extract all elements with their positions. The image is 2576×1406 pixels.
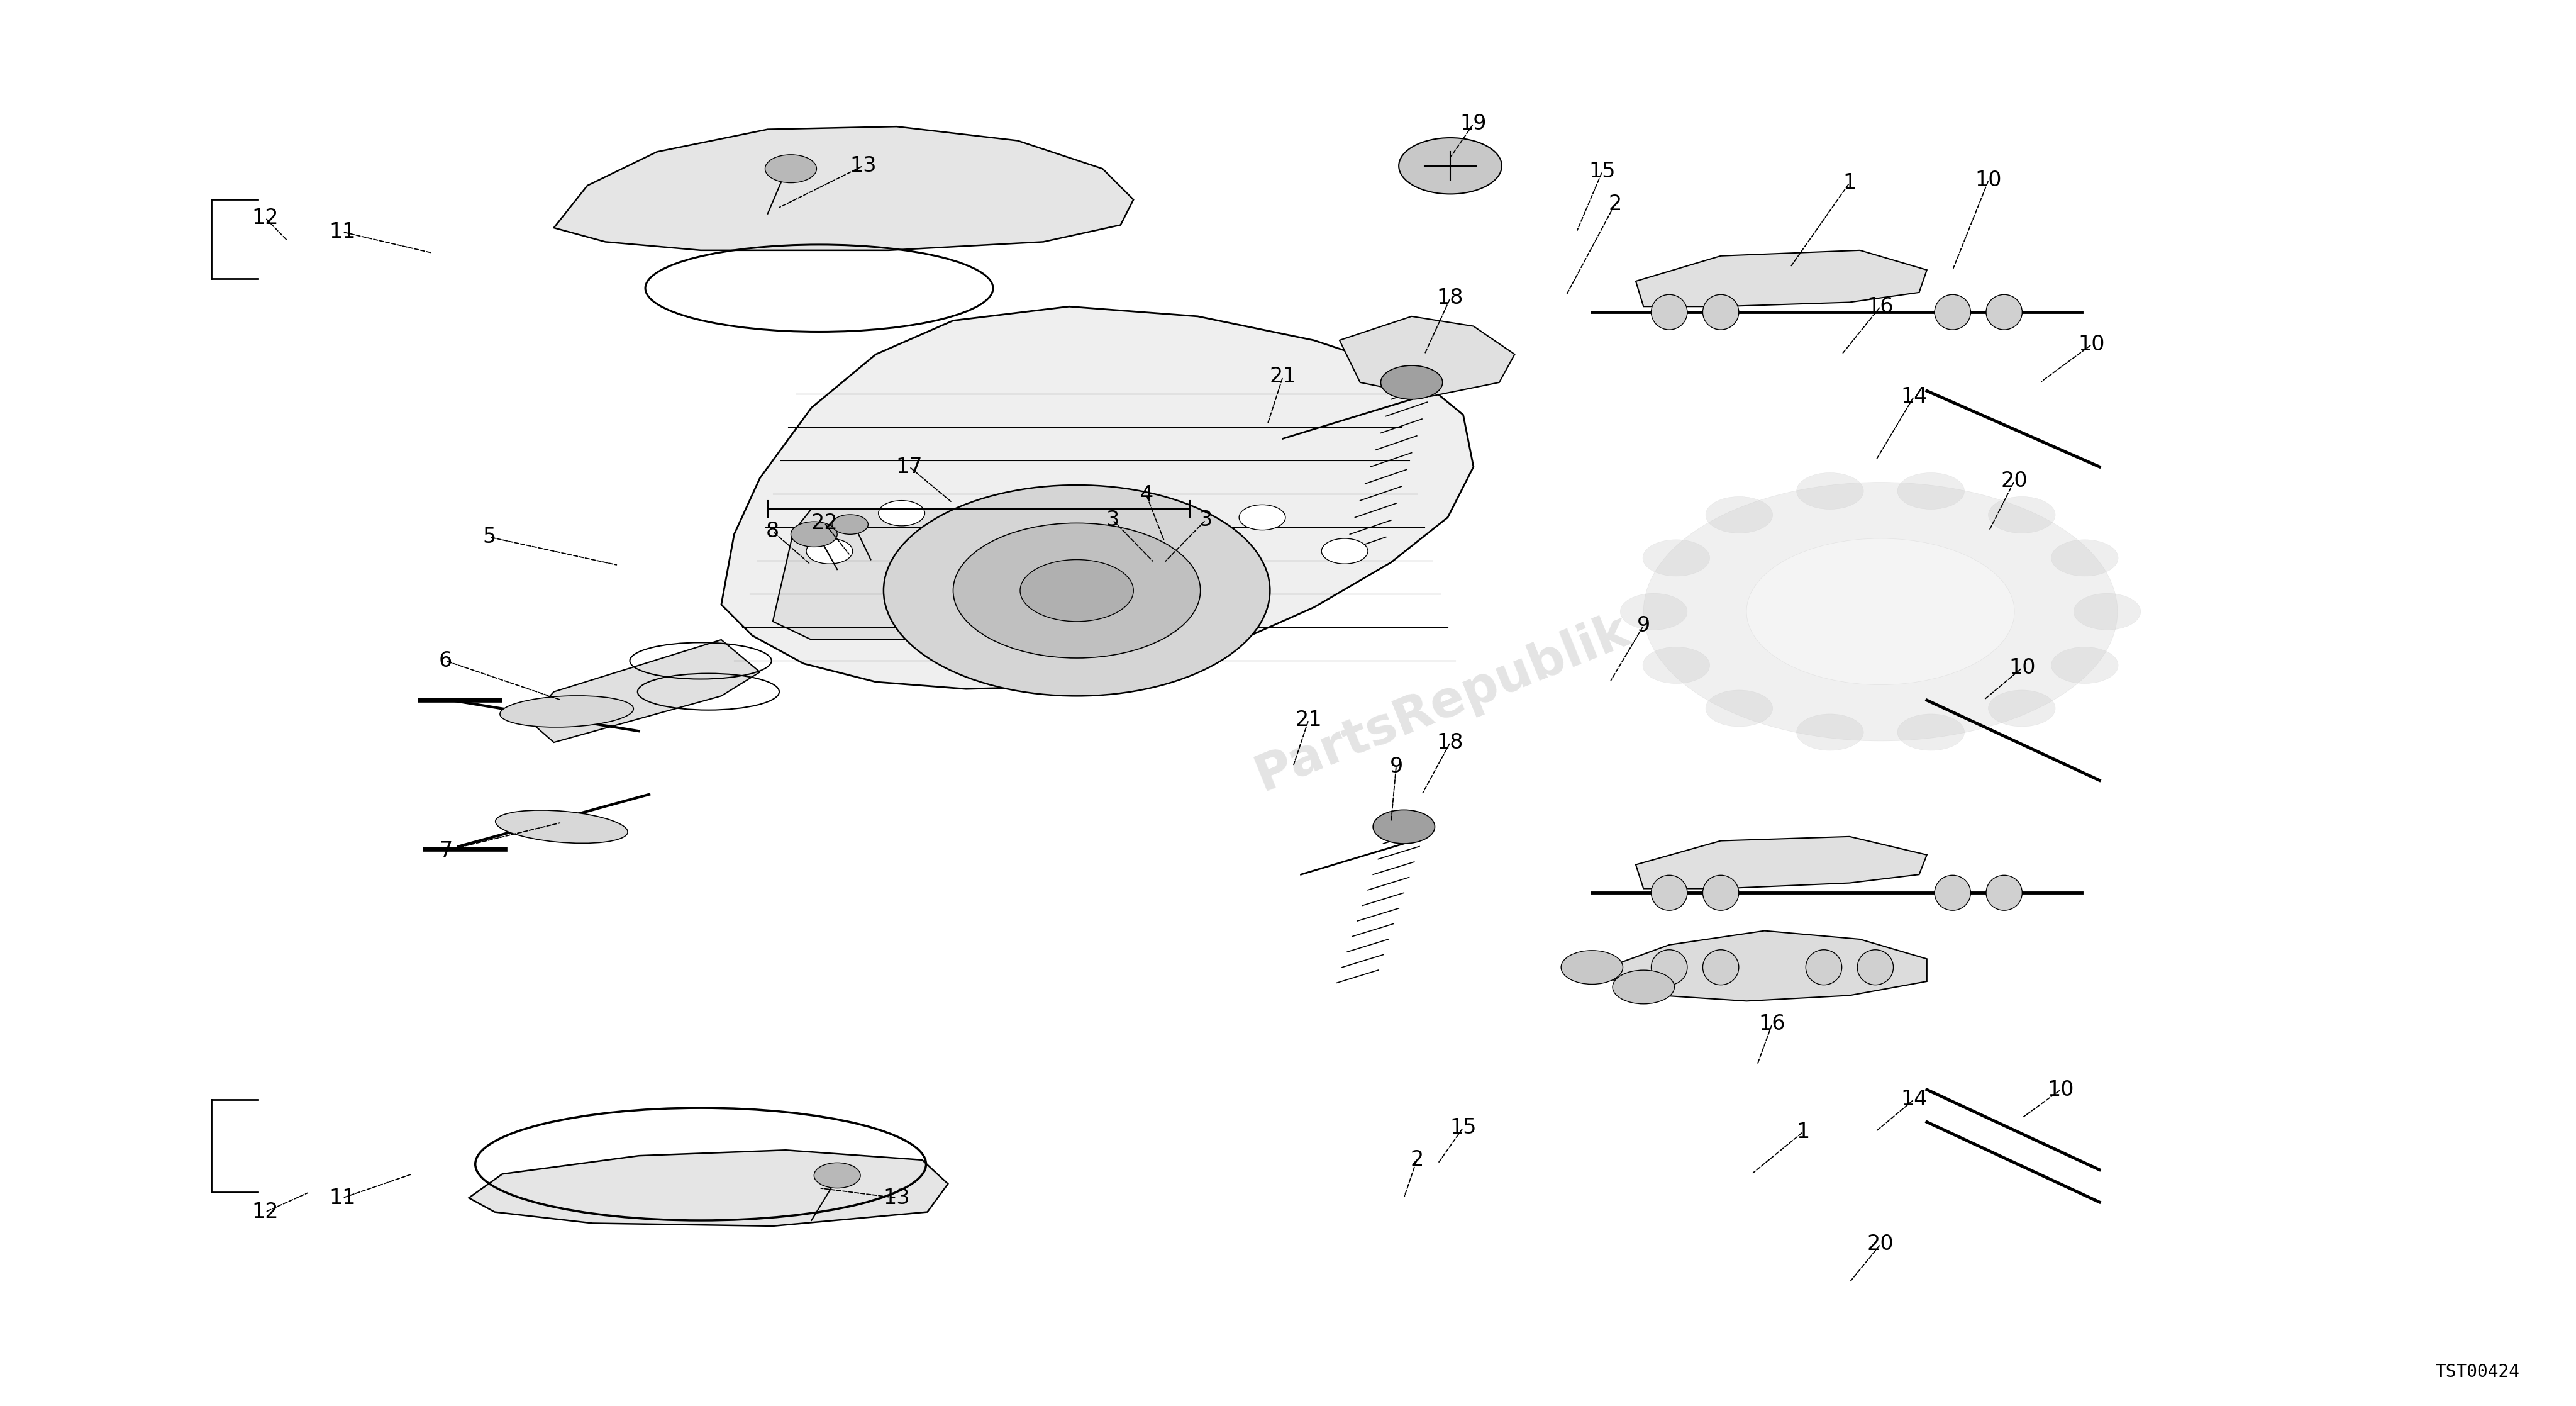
Circle shape: [1705, 496, 1772, 533]
Circle shape: [1643, 540, 1710, 576]
Text: 13: 13: [884, 1188, 909, 1208]
Text: 14: 14: [1901, 387, 1927, 406]
Circle shape: [1381, 366, 1443, 399]
Text: 11: 11: [330, 1188, 355, 1208]
Ellipse shape: [500, 696, 634, 727]
Ellipse shape: [495, 810, 629, 844]
Circle shape: [1239, 505, 1285, 530]
Circle shape: [1613, 970, 1674, 1004]
Text: 1: 1: [1795, 1122, 1811, 1142]
Text: 12: 12: [252, 1202, 278, 1222]
Ellipse shape: [1986, 875, 2022, 911]
Ellipse shape: [1651, 950, 1687, 984]
Text: 14: 14: [1901, 1090, 1927, 1109]
Polygon shape: [1592, 931, 1927, 1001]
Text: 2: 2: [1607, 194, 1623, 214]
Circle shape: [1989, 690, 2056, 727]
Text: 15: 15: [1589, 162, 1615, 181]
Circle shape: [814, 1163, 860, 1188]
Text: 16: 16: [1868, 297, 1893, 316]
Circle shape: [1321, 538, 1368, 564]
Polygon shape: [554, 127, 1133, 250]
Ellipse shape: [1703, 950, 1739, 984]
Polygon shape: [1636, 250, 1927, 307]
Text: 3: 3: [1198, 510, 1213, 530]
Ellipse shape: [1935, 294, 1971, 329]
Ellipse shape: [1857, 950, 1893, 984]
Text: 3: 3: [1105, 510, 1121, 530]
Text: PartsRepublik: PartsRepublik: [1247, 606, 1638, 800]
Circle shape: [2074, 593, 2141, 630]
Circle shape: [1020, 560, 1133, 621]
Circle shape: [1747, 538, 2014, 685]
Text: 21: 21: [1270, 367, 1296, 387]
Polygon shape: [721, 307, 1473, 689]
Polygon shape: [1340, 316, 1515, 396]
Circle shape: [806, 538, 853, 564]
Circle shape: [953, 523, 1200, 658]
Text: 1: 1: [1842, 173, 1857, 193]
Circle shape: [884, 485, 1270, 696]
Text: 10: 10: [2048, 1080, 2074, 1099]
Circle shape: [1795, 714, 1862, 751]
Circle shape: [1899, 472, 1965, 509]
Circle shape: [1373, 810, 1435, 844]
Text: TST00424: TST00424: [2434, 1362, 2519, 1381]
Ellipse shape: [1651, 875, 1687, 911]
Circle shape: [1795, 472, 1862, 509]
Ellipse shape: [1935, 875, 1971, 911]
Ellipse shape: [1806, 950, 1842, 984]
Ellipse shape: [1703, 294, 1739, 329]
Text: 18: 18: [1437, 733, 1463, 752]
Ellipse shape: [1651, 294, 1687, 329]
Text: 19: 19: [1461, 114, 1486, 134]
Circle shape: [1705, 690, 1772, 727]
Circle shape: [878, 501, 925, 526]
Text: 5: 5: [482, 527, 497, 547]
Text: 4: 4: [1139, 485, 1154, 505]
Circle shape: [1643, 647, 1710, 683]
Circle shape: [2050, 540, 2117, 576]
Circle shape: [1561, 950, 1623, 984]
Text: 20: 20: [2002, 471, 2027, 491]
Circle shape: [1989, 496, 2056, 533]
Text: 10: 10: [2079, 335, 2105, 354]
Text: 21: 21: [1296, 710, 1321, 730]
Text: 22: 22: [811, 513, 837, 533]
Polygon shape: [469, 1150, 948, 1226]
Circle shape: [1643, 482, 2117, 741]
Text: 11: 11: [330, 222, 355, 242]
Circle shape: [1399, 138, 1502, 194]
Text: 9: 9: [1388, 756, 1404, 776]
Circle shape: [765, 155, 817, 183]
Text: 2: 2: [1409, 1150, 1425, 1170]
Polygon shape: [773, 509, 1224, 640]
Text: 16: 16: [1759, 1014, 1785, 1033]
Circle shape: [791, 522, 837, 547]
Text: 17: 17: [896, 457, 922, 477]
Circle shape: [832, 515, 868, 534]
Text: 8: 8: [765, 522, 781, 541]
Text: 18: 18: [1437, 288, 1463, 308]
Text: 20: 20: [1868, 1234, 1893, 1254]
Circle shape: [1620, 593, 1687, 630]
Polygon shape: [528, 640, 760, 742]
Text: 9: 9: [1636, 616, 1651, 636]
Text: 10: 10: [2009, 658, 2035, 678]
Text: 10: 10: [1976, 170, 2002, 190]
Ellipse shape: [1703, 875, 1739, 911]
Circle shape: [2050, 647, 2117, 683]
Text: 13: 13: [850, 156, 876, 176]
Text: 15: 15: [1450, 1118, 1476, 1137]
Text: 12: 12: [252, 208, 278, 228]
Text: 7: 7: [438, 841, 453, 860]
Ellipse shape: [1986, 294, 2022, 329]
Polygon shape: [1636, 837, 1927, 889]
Text: 6: 6: [438, 651, 453, 671]
Circle shape: [1899, 714, 1965, 751]
